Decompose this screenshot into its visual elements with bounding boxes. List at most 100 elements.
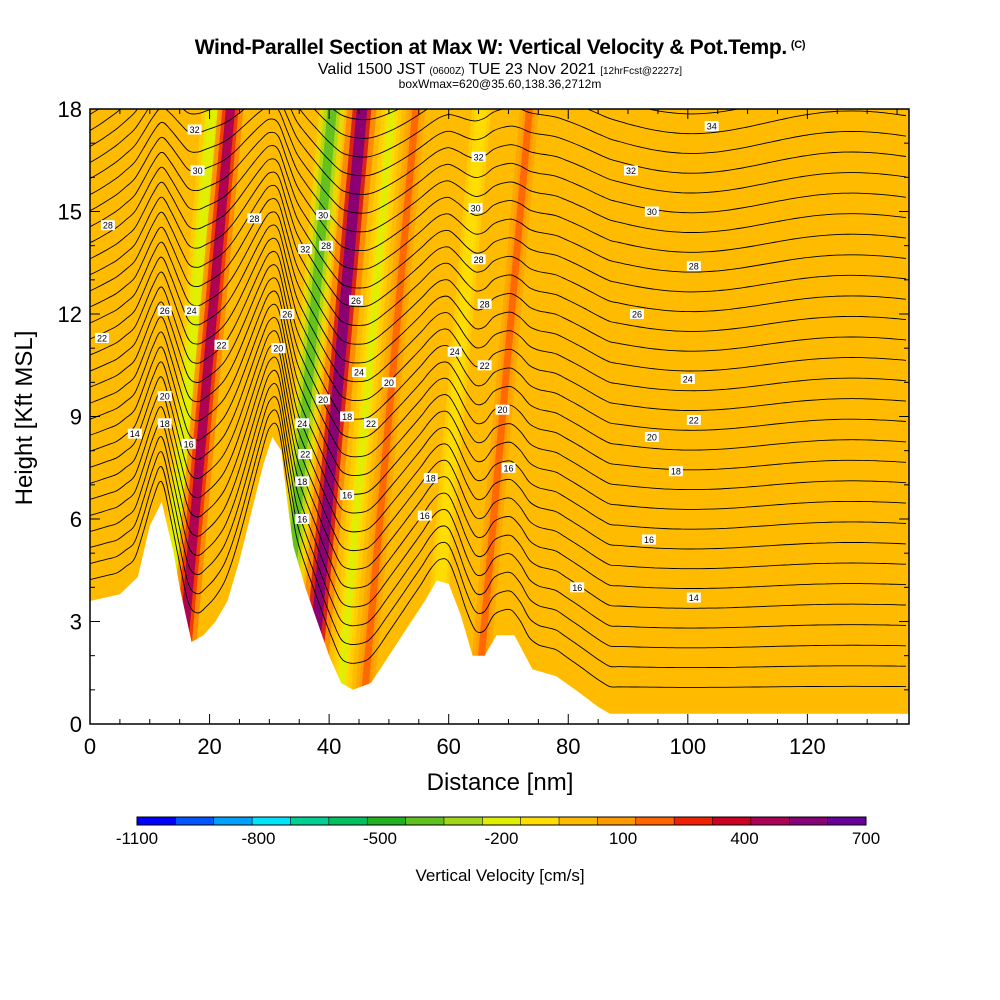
colorbar-tick-label: 400	[730, 829, 758, 848]
theta-contour-label-text: 30	[193, 166, 203, 176]
colorbar-tick-label: 100	[609, 829, 637, 848]
theta-contour-label-bg	[295, 514, 310, 524]
theta-contour-label: 32	[298, 244, 313, 255]
theta-contour-line	[90, 224, 907, 392]
theta-contour-label-bg	[298, 449, 313, 460]
theta-contour-label-text: 26	[282, 310, 292, 320]
theta-contour-label-bg	[316, 209, 331, 220]
theta-contour-label-bg	[644, 432, 659, 442]
theta-contour-label: 28	[686, 261, 701, 272]
theta-contour-label: 24	[184, 305, 199, 316]
theta-contour-label: 26	[157, 305, 172, 316]
theta-contour-label: 32	[624, 165, 638, 176]
theta-contour-label-text: 26	[160, 306, 170, 316]
theta-contour-label: 30	[316, 209, 331, 220]
theta-contour-label-text: 30	[647, 207, 657, 217]
theta-contour-label: 22	[477, 360, 492, 371]
theta-contour-label-bg	[495, 404, 510, 415]
theta-contour-label: 20	[644, 432, 659, 443]
theta-contour-line	[90, 330, 907, 550]
theta-contour-label-bg	[630, 309, 644, 319]
theta-contour-label: 22	[214, 339, 229, 350]
x-tick-label: 40	[317, 734, 341, 759]
valid-label: Valid 1500 JST	[317, 61, 425, 78]
colorbar-swatch	[213, 817, 253, 825]
colorbar-swatch	[750, 817, 790, 825]
theta-contour-label: 22	[95, 332, 109, 343]
colorbar-tick-label: 700	[852, 829, 880, 848]
terrain-fill	[90, 437, 909, 724]
theta-contour-label-text: 32	[474, 152, 484, 162]
theta-contour-label-text: 26	[351, 296, 361, 306]
theta-contour-label: 28	[100, 220, 115, 231]
theta-contour-label: 16	[181, 438, 196, 449]
theta-contour-label-text: 24	[683, 374, 693, 384]
valid-date: TUE 23 Nov 2021	[468, 61, 596, 78]
theta-contour-label: 22	[364, 418, 378, 429]
theta-contour-label-bg	[340, 411, 355, 422]
theta-contour-label-text: 20	[497, 405, 507, 415]
theta-contour-line	[90, 396, 907, 649]
colorbar-swatch	[482, 817, 522, 825]
colorbar: -1100 -800 -500 -200 100 400 700	[116, 816, 880, 848]
chart-subtitle: Valid 1500 JST (0600Z) TUE 23 Nov 2021 […	[0, 61, 1000, 79]
theta-contour-label-text: 20	[647, 433, 657, 443]
x-tick-label: 20	[197, 734, 221, 759]
colorbar-swatch	[674, 817, 714, 825]
theta-contour-label: 16	[340, 490, 355, 501]
theta-contour-label-text: 16	[420, 511, 430, 521]
theta-contour-label: 28	[319, 240, 334, 251]
theta-contour-label-bg	[477, 360, 492, 371]
theta-contour-label-bg	[668, 466, 683, 477]
theta-contour-line	[90, 109, 907, 158]
theta-contour-label-bg	[570, 582, 585, 593]
theta-contour-label-text: 28	[103, 221, 113, 231]
chart-title: Wind-Parallel Section at Max W: Vertical…	[0, 36, 1000, 60]
theta-contour-label: 24	[447, 346, 462, 357]
theta-contour-label: 24	[295, 418, 310, 429]
theta-contour-line	[90, 109, 907, 139]
theta-contour-line	[90, 356, 907, 589]
theta-contour-line	[90, 316, 907, 530]
theta-contour-label-bg	[319, 240, 334, 251]
theta-contour-label-bg	[280, 309, 295, 319]
theta-contour-label: 24	[680, 373, 695, 384]
colorbar-swatch	[252, 817, 291, 825]
theta-contour-label: 20	[157, 391, 172, 402]
theta-contours	[90, 109, 907, 688]
colorbar-swatch	[827, 817, 867, 825]
colorbar-swatch	[175, 817, 215, 825]
theta-contour-label-bg	[447, 346, 462, 357]
theta-contour-label-bg	[471, 151, 486, 162]
theta-contour-label-text: 18	[297, 477, 307, 487]
colorbar-swatch	[367, 817, 407, 825]
theta-contour-line	[90, 290, 907, 491]
theta-contour-line	[90, 145, 907, 273]
theta-contour-label-text: 28	[480, 299, 490, 309]
colorbar-swatch	[328, 817, 368, 825]
x-tick-label: 120	[789, 734, 826, 759]
x-tick-label: 0	[84, 734, 96, 759]
theta-contour-label: 18	[340, 411, 355, 422]
terrain-mask	[90, 437, 909, 724]
theta-contour-label: 30	[468, 203, 483, 214]
theta-contour-label-bg	[157, 391, 172, 401]
colorbar-swatch	[789, 817, 829, 825]
y-tick-label: 6	[70, 507, 82, 532]
theta-contour-label-bg	[644, 206, 659, 217]
theta-contour-label-text: 32	[190, 125, 200, 135]
theta-contour-label-bg	[501, 462, 516, 473]
theta-contour-label-text: 28	[321, 241, 331, 251]
theta-contour-label-bg	[417, 510, 432, 521]
velocity-band	[424, 109, 485, 724]
theta-contour-label: 20	[316, 394, 331, 405]
y-tick-label: 15	[58, 200, 82, 225]
theta-contour-label-text: 22	[216, 340, 226, 350]
theta-contour-label-text: 28	[249, 214, 259, 224]
theta-contour-label-text: 20	[273, 344, 283, 354]
theta-contour-label-bg	[316, 394, 331, 405]
chart-title-note: (C)	[790, 39, 806, 51]
theta-contour-label-bg	[340, 490, 355, 501]
theta-contour-label-bg	[349, 295, 363, 306]
